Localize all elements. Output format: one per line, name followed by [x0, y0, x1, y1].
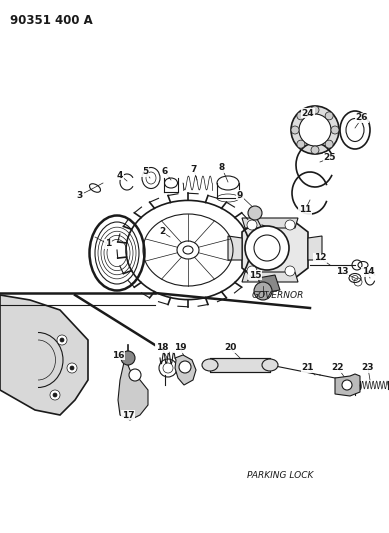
Circle shape	[121, 351, 135, 365]
Text: 26: 26	[356, 114, 368, 123]
Circle shape	[60, 338, 64, 342]
Text: 12: 12	[314, 254, 326, 262]
Text: 24: 24	[302, 109, 314, 117]
Text: PARKING LOCK: PARKING LOCK	[247, 471, 313, 480]
Text: 3: 3	[77, 190, 83, 199]
Circle shape	[254, 282, 272, 300]
Text: 6: 6	[162, 167, 168, 176]
Text: 22: 22	[332, 364, 344, 373]
Circle shape	[67, 363, 77, 373]
Circle shape	[159, 359, 177, 377]
Text: 15: 15	[249, 271, 261, 279]
Polygon shape	[258, 275, 280, 293]
Text: 7: 7	[191, 166, 197, 174]
Polygon shape	[175, 355, 196, 385]
Polygon shape	[118, 358, 148, 420]
Circle shape	[291, 106, 339, 154]
Text: 4: 4	[117, 171, 123, 180]
Text: 90351 400 A: 90351 400 A	[10, 14, 93, 27]
Circle shape	[342, 380, 352, 390]
Text: 16: 16	[112, 351, 124, 359]
Ellipse shape	[202, 359, 218, 371]
Polygon shape	[335, 374, 360, 396]
Text: GOVERNOR: GOVERNOR	[252, 292, 304, 301]
Circle shape	[53, 393, 57, 397]
Circle shape	[248, 206, 262, 220]
Circle shape	[297, 112, 305, 120]
Polygon shape	[242, 272, 298, 282]
Polygon shape	[0, 295, 88, 415]
Circle shape	[331, 126, 339, 134]
Circle shape	[311, 146, 319, 154]
Circle shape	[325, 112, 333, 120]
Text: 25: 25	[324, 154, 336, 163]
Polygon shape	[242, 222, 308, 278]
Text: 13: 13	[336, 268, 348, 277]
Text: 21: 21	[302, 364, 314, 373]
Circle shape	[70, 366, 74, 370]
Bar	[210, 358, 270, 372]
Text: 20: 20	[224, 343, 236, 352]
Circle shape	[299, 114, 331, 146]
Text: 2: 2	[159, 228, 165, 237]
Text: 9: 9	[237, 190, 243, 199]
Polygon shape	[228, 236, 242, 260]
Text: 17: 17	[122, 410, 134, 419]
Circle shape	[247, 266, 257, 276]
Text: 18: 18	[156, 343, 168, 352]
Circle shape	[245, 226, 289, 270]
Circle shape	[247, 220, 257, 230]
Text: 19: 19	[173, 343, 186, 352]
Circle shape	[57, 335, 67, 345]
Circle shape	[311, 106, 319, 114]
Circle shape	[325, 140, 333, 148]
Polygon shape	[242, 218, 298, 228]
Text: 14: 14	[362, 268, 374, 277]
Circle shape	[285, 266, 295, 276]
Circle shape	[163, 363, 173, 373]
Text: 1: 1	[105, 239, 111, 248]
Text: 8: 8	[219, 164, 225, 173]
Text: 23: 23	[362, 364, 374, 373]
Text: 5: 5	[142, 167, 148, 176]
Circle shape	[254, 235, 280, 261]
Circle shape	[285, 220, 295, 230]
Text: 11: 11	[299, 206, 311, 214]
Circle shape	[291, 126, 299, 134]
Polygon shape	[308, 236, 322, 260]
Circle shape	[129, 369, 141, 381]
Ellipse shape	[262, 359, 278, 371]
Circle shape	[297, 140, 305, 148]
Circle shape	[50, 390, 60, 400]
Circle shape	[179, 361, 191, 373]
